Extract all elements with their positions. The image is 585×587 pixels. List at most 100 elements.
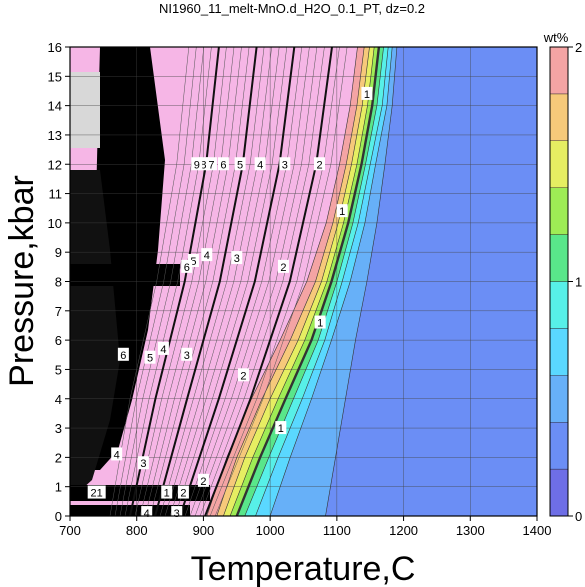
- colorbar-tick-label: 2: [575, 40, 582, 55]
- contour-label: 4: [114, 449, 120, 461]
- contour-label-bg: [279, 157, 291, 171]
- y-tick-label: 10: [48, 216, 62, 231]
- x-tick-label: 1000: [256, 523, 285, 538]
- contour-line: [174, 47, 288, 516]
- contour-line: [119, 47, 205, 516]
- contour-lines: [109, 47, 398, 516]
- colorbar-tick-label: 0: [575, 509, 582, 524]
- contour-line: [164, 47, 272, 516]
- contour-label: 8: [200, 159, 206, 171]
- contour-line: [159, 47, 265, 516]
- contour-label-bg: [181, 259, 193, 273]
- colorbar-cell: [549, 140, 569, 188]
- contour-label-bg: [191, 157, 203, 171]
- contour-line: [179, 47, 296, 516]
- contour-label-bg: [231, 251, 243, 265]
- contour-line: [144, 47, 242, 516]
- x-tick-label: 700: [59, 523, 81, 538]
- colorbar: wt% 0 1 2: [543, 30, 583, 524]
- black-band-mid: [70, 264, 180, 286]
- contour-label: 4: [160, 344, 166, 356]
- colorbar-cell: [549, 46, 569, 95]
- contour-label: 4: [257, 159, 263, 171]
- contour-label-bg: [275, 421, 287, 435]
- contour-label-bg: [144, 350, 156, 364]
- contour-label-bg: [181, 347, 193, 361]
- contour-label: 6: [220, 159, 226, 171]
- x-tick-label: 1200: [389, 523, 418, 538]
- contour-line: [214, 47, 348, 516]
- y-tick-label: 8: [55, 275, 62, 290]
- contour-line: [134, 47, 227, 516]
- contour-line: [149, 47, 250, 516]
- contour-line: [154, 47, 258, 516]
- contour-label: 5: [147, 353, 153, 365]
- contour-line: [216, 47, 365, 516]
- contour-label: 3: [234, 253, 240, 265]
- contour-label: 3: [174, 508, 180, 520]
- contour-label: 6: [120, 350, 126, 362]
- contour-label-bg: [177, 485, 189, 499]
- contour-line: [114, 47, 197, 516]
- y-tick-label: 5: [55, 362, 62, 377]
- y-tick-label: 15: [48, 69, 62, 84]
- y-tick-label: 14: [48, 99, 62, 114]
- gray-region: [70, 72, 100, 148]
- contour-line: [244, 47, 384, 516]
- contour-label-bg: [361, 86, 373, 100]
- x-tick-label: 1100: [323, 523, 351, 538]
- contour-label-bg: [314, 157, 326, 171]
- contour-label-bg: [237, 368, 249, 382]
- contour-label-bg: [205, 157, 217, 171]
- colorbar-cell: [549, 328, 569, 376]
- colorbar-tick-label: 1: [575, 275, 582, 290]
- contour-line: [129, 47, 220, 516]
- contour-label-bg: [141, 506, 153, 520]
- contour-line: [235, 47, 381, 516]
- contour-label: 7: [208, 159, 214, 171]
- contour-label-bg: [197, 473, 209, 487]
- contour-label: 1: [164, 488, 170, 500]
- colorbar-cell: [549, 281, 569, 329]
- contour-label-bg: [197, 157, 209, 171]
- contour-label-bg: [111, 447, 123, 461]
- chart-title: NI1960_11_melt-MnO.d_H2O_0.1_PT, dz=0.2: [159, 1, 425, 16]
- contour-line: [194, 47, 318, 516]
- contour-line: [209, 47, 340, 516]
- colorbar-title: wt%: [543, 30, 569, 45]
- contour-label: 2: [280, 262, 286, 274]
- contour-label: 1: [278, 423, 284, 435]
- x-tick-label: 1300: [456, 523, 485, 538]
- contour-label: 2: [240, 370, 246, 382]
- contour-label: 1: [364, 89, 370, 101]
- contour-label: 3: [184, 350, 190, 362]
- contour-label-bg: [157, 341, 169, 355]
- contour-label: 2: [316, 159, 322, 171]
- y-tick-label: 3: [55, 421, 62, 436]
- colorbar-cell: [549, 422, 569, 470]
- contour-label-bg: [217, 157, 229, 171]
- contour-line: [184, 47, 303, 516]
- y-tick-label: 6: [55, 333, 62, 348]
- contour-label: 1: [317, 318, 323, 330]
- colorbar-ticks: 0 1 2: [568, 40, 582, 524]
- contour-label: 2: [180, 488, 186, 500]
- black-band-bottom: [70, 505, 190, 516]
- contour-line: [269, 47, 393, 516]
- x-tick-label: 1400: [523, 523, 552, 538]
- contour-line: [325, 47, 398, 516]
- y-tick-label: 12: [48, 157, 62, 172]
- contour-label-bg: [234, 157, 246, 171]
- contour-label: 4: [144, 508, 150, 520]
- y-tick-label: 16: [48, 40, 62, 55]
- contour-label: 1: [339, 206, 345, 218]
- dense-black-lower: [70, 170, 120, 500]
- y-tick-label: 11: [49, 187, 63, 202]
- contour-line: [124, 47, 212, 516]
- contour-label-bg: [254, 157, 266, 171]
- contour-label: 4: [204, 250, 210, 262]
- y-tick-label: 0: [55, 509, 62, 524]
- y-tick-label: 7: [55, 304, 62, 319]
